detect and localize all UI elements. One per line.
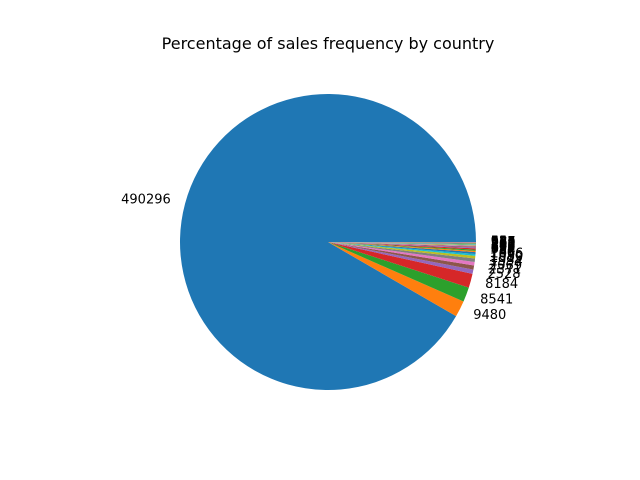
- pie-label-19: 295: [491, 237, 516, 252]
- pie-slice-11: [328, 242, 476, 253]
- pie-label-1: 9480: [473, 308, 506, 323]
- pie-label-20: 288: [491, 237, 516, 252]
- pie-label-2: 8541: [480, 292, 513, 307]
- pie-label-10: 1066: [490, 247, 523, 262]
- chart-title: Percentage of sales frequency by country: [162, 34, 495, 53]
- pie-label-23: 151: [491, 235, 516, 250]
- pie-slice-4: [328, 242, 474, 274]
- pie-label-18: 302: [491, 238, 516, 253]
- pie-slice-3: [328, 242, 473, 288]
- pie-slice-0: [180, 94, 476, 391]
- pie-slice-8: [328, 242, 476, 259]
- pie-label-16: 358: [491, 239, 516, 254]
- pie-slice-9: [328, 242, 476, 256]
- pie-label-9: 1080: [490, 249, 523, 264]
- pie-slice-1: [328, 242, 464, 317]
- pie-slice-17: [328, 242, 476, 246]
- pie-label-6: 2069: [489, 258, 522, 273]
- pie-slice-10: [328, 242, 476, 255]
- pie-label-17: 347: [491, 238, 516, 253]
- pie-slice-16: [328, 242, 476, 247]
- pie-label-15: 490: [491, 240, 516, 255]
- pie-slice-7: [328, 242, 476, 262]
- pie-slice-20: [328, 242, 476, 245]
- pie-slice-2: [328, 242, 469, 302]
- pie-label-25: 94: [491, 235, 508, 250]
- pie-slice-12: [328, 242, 476, 251]
- pie-slice-5: [328, 242, 475, 270]
- pie-slices: [180, 94, 476, 391]
- pie-slice-21: [328, 242, 476, 244]
- pie-label-14: 572: [491, 241, 516, 256]
- pie-label-0: 490296: [121, 192, 171, 207]
- pie-slice-6: [328, 242, 475, 266]
- pie-label-13: 694: [491, 242, 516, 257]
- pie-slice-14: [328, 242, 476, 249]
- pie-slice-24: [328, 242, 476, 243]
- pie-label-3: 8184: [485, 277, 518, 292]
- pie-label-27: 58: [491, 235, 508, 250]
- pie-label-21: 270: [491, 236, 516, 251]
- pie-slice-22: [328, 242, 476, 244]
- pie-label-11: 748: [490, 245, 515, 260]
- pie-slice-18: [328, 242, 476, 246]
- pie-slice-19: [328, 242, 476, 245]
- pie-label-26: 62: [491, 235, 508, 250]
- pie-label-4: 2528: [487, 267, 520, 282]
- pie-labels: 490296 9480854181842528237120691994151910…: [121, 192, 523, 323]
- pie-label-28: 35: [491, 235, 508, 250]
- pie-label-8: 1519: [490, 251, 523, 266]
- pie-slice-23: [328, 242, 476, 243]
- pie-label-7: 1994: [490, 255, 523, 270]
- pie-slice-15: [328, 242, 476, 248]
- pie-label-22: 232: [491, 236, 516, 251]
- pie-slice-13: [328, 242, 476, 250]
- pie-label-12: 734: [491, 244, 516, 259]
- pie-label-24: 127: [491, 235, 516, 250]
- pie-label-5: 2371: [488, 263, 521, 278]
